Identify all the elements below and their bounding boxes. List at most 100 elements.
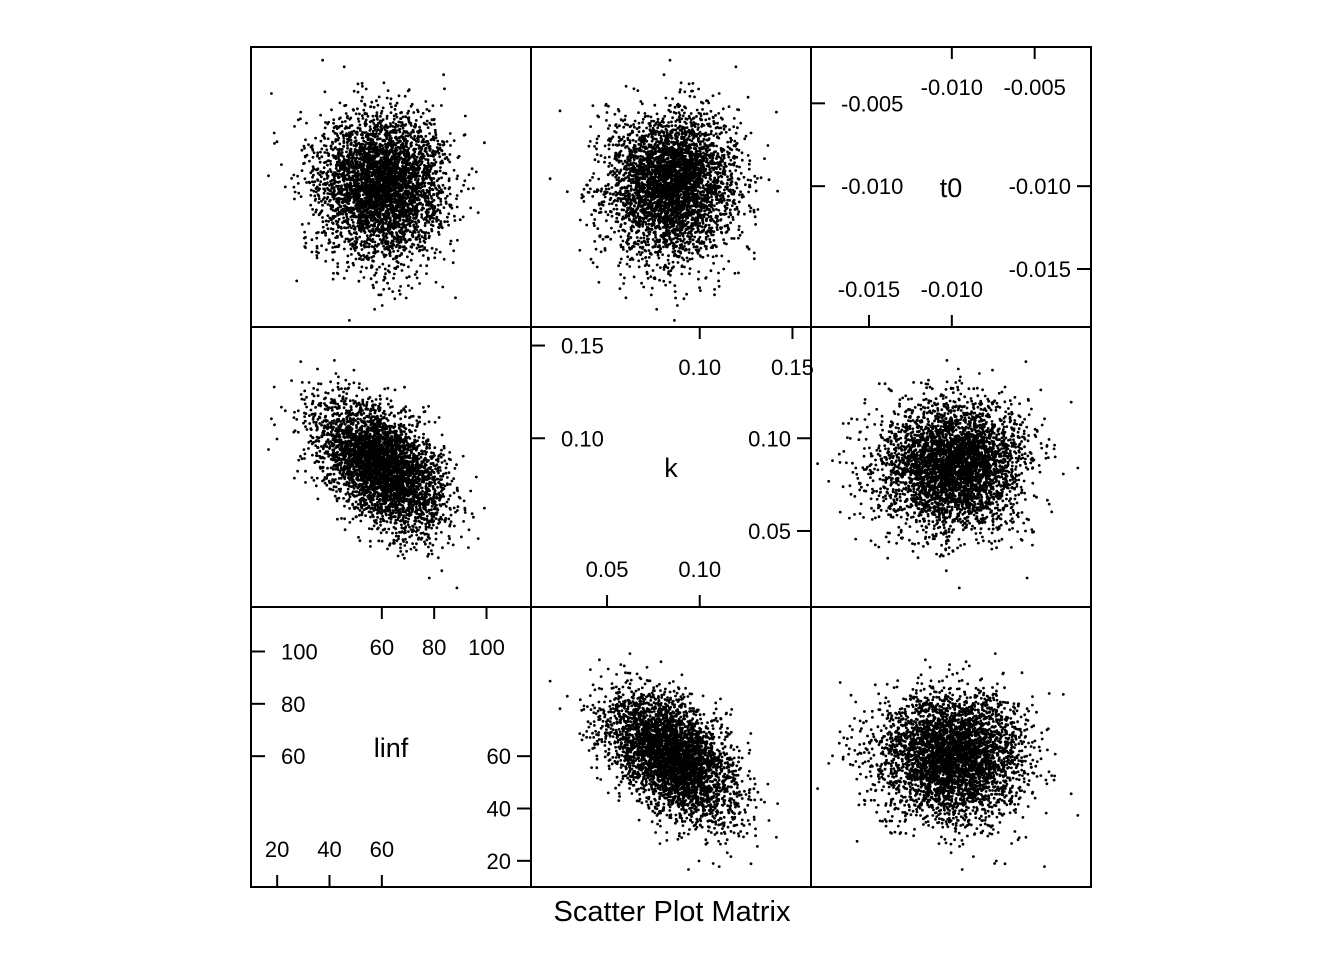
point-k-linf [627,712,631,715]
point-k-linf [631,764,635,767]
point-k-linf [711,737,714,741]
point-k-linf [603,755,607,759]
point-k-linf [687,782,691,786]
point-k-linf [635,708,639,712]
point-k-linf [731,772,735,776]
point-k-linf [696,735,700,738]
point-k-linf [610,724,614,727]
point-k-linf [653,689,656,693]
point-k-linf [677,751,681,755]
point-k-linf [723,790,726,794]
point-k-linf [622,700,625,703]
point-k-linf [648,782,651,786]
point-t0-linf [913,827,916,831]
point-k-linf [599,726,603,730]
point-k-linf [616,740,620,744]
point-k-linf [648,740,652,744]
point-k-linf [715,796,718,799]
point-k-linf [690,782,693,786]
point-k-linf [693,793,697,797]
point-t0-linf [931,825,935,829]
point-k-linf [692,749,695,753]
point-k-linf [679,695,683,699]
point-k-linf [658,842,662,845]
point-k-linf [669,713,673,717]
point-t0-linf [957,812,961,815]
point-k-linf [697,731,701,735]
point-k-linf [582,704,586,708]
point-k-linf [617,755,621,759]
point-k-linf [721,797,724,801]
point-k-linf [618,720,621,724]
point-k-linf [734,801,738,805]
point-k-linf [632,692,636,695]
point-k-linf [680,816,684,820]
point-k-linf [578,732,582,735]
point-k-linf [582,733,585,737]
point-k-linf [632,778,635,782]
point-k-linf [682,802,685,806]
point-k-linf [633,703,637,707]
point-k-linf [592,736,596,739]
point-k-linf [693,744,697,748]
point-k-linf [612,710,616,714]
point-t0-linf [862,751,866,754]
point-k-linf [621,685,625,689]
point-k-linf [657,801,660,804]
point-k-linf [711,862,715,865]
point-k-linf [732,790,736,794]
point-t0-linf [1021,816,1025,819]
point-k-linf [630,690,633,694]
point-k-linf [606,791,610,795]
point-k-linf [719,697,722,701]
point-k-linf [699,748,703,752]
point-t0-linf [944,820,948,824]
point-k-linf [692,712,696,716]
point-k-linf [678,814,682,818]
point-t0-linf [868,770,872,773]
point-k-linf [701,739,705,743]
point-t0-linf [859,772,862,776]
point-k-linf [726,785,730,788]
point-t0-linf [915,703,918,707]
point-k-linf [679,706,683,709]
point-k-linf [603,732,607,735]
point-k-linf [662,732,665,735]
point-k-linf [664,750,668,753]
point-k-linf [731,811,735,814]
point-k-linf [658,708,662,711]
point-k-linf [698,713,702,717]
point-k-linf [609,731,612,734]
point-k-linf [649,757,652,760]
point-k-linf [611,707,615,710]
point-k-linf [745,831,749,835]
point-k-linf [684,686,687,690]
point-k-linf [587,749,591,752]
point-k-linf [657,702,661,706]
point-k-linf [595,757,599,761]
point-k-linf [658,797,661,801]
point-k-linf [665,788,669,792]
point-t0-linf [941,825,945,829]
point-k-linf [678,744,682,748]
point-k-linf [684,767,688,770]
point-k-linf [696,785,699,789]
point-k-linf [717,799,720,803]
point-k-linf [632,737,635,741]
point-k-linf [663,719,666,723]
point-k-linf [737,768,741,771]
point-k-linf [621,693,625,697]
point-k-linf [726,825,730,829]
point-k-linf [693,762,696,766]
point-k-linf [662,773,666,777]
point-k-linf [597,733,600,737]
point-k-linf [612,721,616,725]
point-k-linf [686,695,690,698]
point-k-linf [626,758,630,761]
point-k-linf [628,682,632,686]
point-k-linf [706,721,709,724]
point-k-linf [700,801,704,805]
point-k-linf [658,682,661,686]
point-t0-linf [940,835,943,839]
point-k-linf [624,671,627,675]
